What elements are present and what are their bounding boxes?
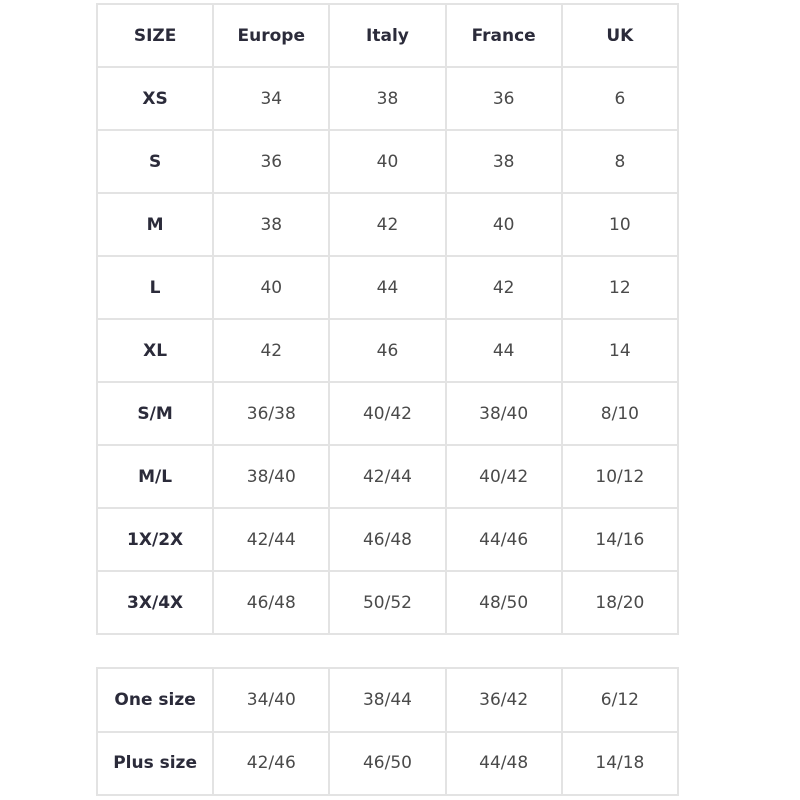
size-value-cell: 40/42 [328,381,447,446]
header-row: SIZE Europe Italy France UK [95,3,680,68]
size-value-cell: 10 [560,192,680,257]
size-label-cell: M [95,192,215,257]
table-row: L 40 44 42 12 [95,255,680,320]
size-value-cell: 44/46 [444,507,563,572]
size-value-cell: 42 [212,318,331,383]
size-value-cell: 36/42 [444,667,563,733]
size-label-cell: XS [95,66,215,131]
column-header: SIZE [95,3,215,68]
size-value-cell: 46/48 [212,570,331,635]
size-value-cell: 42/46 [212,730,331,796]
size-value-cell: 40 [328,129,447,194]
size-value-cell: 38 [444,129,563,194]
size-value-cell: 34/40 [212,667,331,733]
size-value-cell: 34 [212,66,331,131]
table-row: M/L 38/40 42/44 40/42 10/12 [95,444,680,509]
size-value-cell: 12 [560,255,680,320]
column-header: France [444,3,563,68]
size-label-cell: XL [95,318,215,383]
table-row: One size 34/40 38/44 36/42 6/12 [95,667,680,733]
table-row: S/M 36/38 40/42 38/40 8/10 [95,381,680,446]
size-label-cell: L [95,255,215,320]
size-label-cell: S/M [95,381,215,446]
table-row: XS 34 38 36 6 [95,66,680,131]
size-conversion-table: SIZE Europe Italy France UK XS 34 38 36 6 S 36 40 38 8… [95,3,680,635]
column-header: UK [560,3,680,68]
size-value-cell: 46/48 [328,507,447,572]
size-label-cell: 3X/4X [95,570,215,635]
size-value-cell: 6 [560,66,680,131]
table-row: 1X/2X 42/44 46/48 44/46 14/16 [95,507,680,572]
size-value-cell: 36/38 [212,381,331,446]
size-label-cell: M/L [95,444,215,509]
size-value-cell: 8 [560,129,680,194]
size-value-cell: 50/52 [328,570,447,635]
size-value-cell: 42 [328,192,447,257]
table-row: 3X/4X 46/48 50/52 48/50 18/20 [95,570,680,635]
size-value-cell: 6/12 [560,667,680,733]
size-value-cell: 42 [444,255,563,320]
size-value-cell: 38/44 [328,667,447,733]
size-value-cell: 14/16 [560,507,680,572]
size-value-cell: 42/44 [212,507,331,572]
size-value-cell: 40 [444,192,563,257]
size-value-cell: 46 [328,318,447,383]
table-row: S 36 40 38 8 [95,129,680,194]
size-value-cell: 18/20 [560,570,680,635]
size-value-cell: 44 [444,318,563,383]
size-value-cell: 48/50 [444,570,563,635]
table-row: M 38 42 40 10 [95,192,680,257]
size-value-cell: 44/48 [444,730,563,796]
size-label-cell: One size [95,667,215,733]
table-row: XL 42 46 44 14 [95,318,680,383]
table-row: Plus size 42/46 46/50 44/48 14/18 [95,730,680,796]
size-value-cell: 10/12 [560,444,680,509]
column-header: Italy [328,3,447,68]
size-value-cell: 38 [328,66,447,131]
size-value-cell: 14 [560,318,680,383]
size-value-cell: 38/40 [212,444,331,509]
size-value-cell: 38 [212,192,331,257]
size-value-cell: 14/18 [560,730,680,796]
size-label-cell: 1X/2X [95,507,215,572]
size-value-cell: 46/50 [328,730,447,796]
size-value-cell: 36 [212,129,331,194]
size-label-cell: Plus size [95,730,215,796]
special-size-table: One size 34/40 38/44 36/42 6/12 Plus size 42/4… [95,667,680,796]
size-value-cell: 38/40 [444,381,563,446]
size-label-cell: S [95,129,215,194]
size-value-cell: 40/42 [444,444,563,509]
size-value-cell: 40 [212,255,331,320]
size-value-cell: 44 [328,255,447,320]
size-value-cell: 36 [444,66,563,131]
column-header: Europe [212,3,331,68]
size-value-cell: 42/44 [328,444,447,509]
size-value-cell: 8/10 [560,381,680,446]
